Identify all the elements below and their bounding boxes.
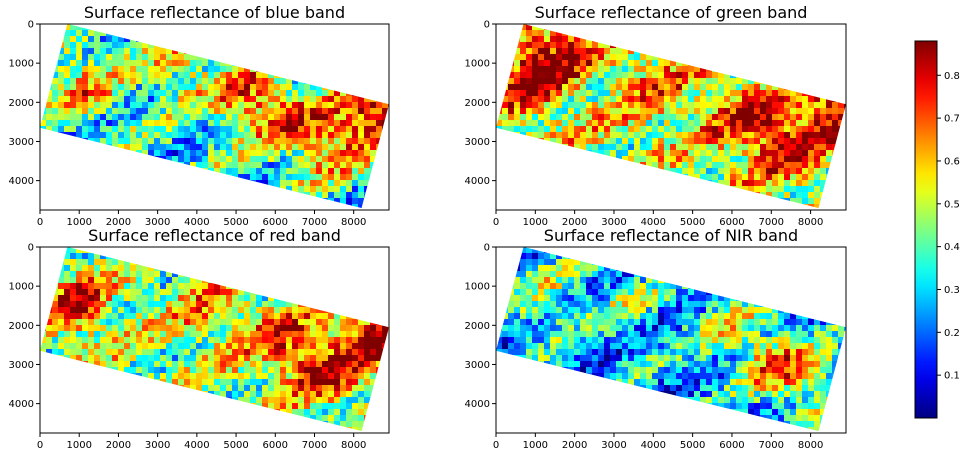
panel-title: Surface reflectance of NIR band <box>544 226 798 245</box>
y-tick-label: 2000 <box>465 98 490 109</box>
axes-frame <box>495 23 847 211</box>
x-tick-label: 0 <box>493 217 499 228</box>
x-tick-label: 6000 <box>263 440 288 451</box>
y-tick-label: 1000 <box>465 59 490 70</box>
y-tick-label: 3000 <box>465 137 490 148</box>
panel-1: Surface reflectance of green band 0 1000 20… <box>465 3 847 228</box>
x-tick-label: 7000 <box>302 440 327 451</box>
reflectance-image <box>40 24 389 209</box>
reflectance-image <box>40 247 389 432</box>
reflectance-image <box>496 24 846 209</box>
panel-title: Surface reflectance of green band <box>535 3 808 22</box>
colorbar-tick-label: 0.5 <box>944 199 960 210</box>
y-tick-label: 1000 <box>9 59 34 70</box>
colorbar-tick-label: 0.3 <box>944 285 960 296</box>
x-tick-label: 3000 <box>601 217 626 228</box>
x-tick-label: 8000 <box>798 440 823 451</box>
x-tick-label: 0 <box>37 440 43 451</box>
y-tick-label: 1000 <box>9 282 34 293</box>
panel-title: Surface reflectance of red band <box>88 226 341 245</box>
y-tick-label: 0 <box>484 243 490 254</box>
x-tick-label: 4000 <box>184 217 209 228</box>
y-tick-label: 2000 <box>9 321 34 332</box>
x-tick-label: 2000 <box>106 440 131 451</box>
x-tick-label: 5000 <box>680 217 705 228</box>
colorbar: 0.1 0.2 0.3 0.4 0.5 0.6 0.7 0.8 <box>914 40 960 419</box>
colorbar-tick-label: 0.7 <box>944 114 960 125</box>
y-tick-label: 3000 <box>465 360 490 371</box>
reflectance-image <box>496 247 846 432</box>
colorbar-tick-label: 0.1 <box>944 371 960 382</box>
x-tick-label: 8000 <box>798 217 823 228</box>
colorbar-tick-label: 0.4 <box>944 242 960 253</box>
x-tick-label: 0 <box>37 217 43 228</box>
colorbar-tick-label: 0.8 <box>944 71 960 82</box>
axes-frame <box>39 246 390 434</box>
axes-frame <box>39 23 390 211</box>
colorbar-tick-label: 0.6 <box>944 156 960 167</box>
x-tick-label: 4000 <box>641 440 666 451</box>
y-tick-label: 0 <box>484 20 490 31</box>
x-tick-label: 2000 <box>106 217 131 228</box>
x-tick-label: 0 <box>493 440 499 451</box>
y-tick-label: 4000 <box>465 176 490 187</box>
x-tick-label: 1000 <box>523 440 548 451</box>
y-tick-label: 0 <box>28 243 34 254</box>
x-tick-label: 4000 <box>184 440 209 451</box>
x-tick-label: 8000 <box>341 440 366 451</box>
y-tick-label: 2000 <box>9 98 34 109</box>
panel-3: Surface reflectance of NIR band 0 1000 2000… <box>465 226 847 451</box>
panel-2: Surface reflectance of red band 0 1000 2000… <box>9 226 390 451</box>
x-tick-label: 8000 <box>341 217 366 228</box>
y-tick-label: 2000 <box>465 321 490 332</box>
axes-frame <box>495 246 847 434</box>
x-tick-label: 3000 <box>601 440 626 451</box>
x-tick-label: 5000 <box>223 217 248 228</box>
x-tick-label: 6000 <box>719 217 744 228</box>
x-tick-label: 6000 <box>719 440 744 451</box>
x-tick-label: 2000 <box>562 217 587 228</box>
x-tick-label: 6000 <box>263 217 288 228</box>
x-tick-label: 1000 <box>66 440 91 451</box>
y-tick-label: 1000 <box>465 282 490 293</box>
x-tick-label: 1000 <box>523 217 548 228</box>
x-tick-label: 3000 <box>145 440 170 451</box>
y-tick-label: 3000 <box>9 360 34 371</box>
x-tick-label: 1000 <box>66 217 91 228</box>
x-tick-label: 7000 <box>302 217 327 228</box>
x-tick-label: 5000 <box>680 440 705 451</box>
y-tick-label: 4000 <box>9 399 34 410</box>
x-tick-label: 7000 <box>759 440 784 451</box>
panel-0: Surface reflectance of blue band 0 1000 200… <box>9 3 390 228</box>
x-tick-label: 3000 <box>145 217 170 228</box>
y-tick-label: 3000 <box>9 137 34 148</box>
x-tick-label: 2000 <box>562 440 587 451</box>
x-tick-label: 4000 <box>641 217 666 228</box>
y-tick-label: 4000 <box>9 176 34 187</box>
colorbar-tick-label: 0.2 <box>944 328 960 339</box>
y-tick-label: 0 <box>28 20 34 31</box>
x-tick-label: 7000 <box>759 217 784 228</box>
colorbar-gradient <box>914 40 938 419</box>
panel-title: Surface reflectance of blue band <box>84 3 345 22</box>
y-tick-label: 4000 <box>465 399 490 410</box>
x-tick-label: 5000 <box>223 440 248 451</box>
